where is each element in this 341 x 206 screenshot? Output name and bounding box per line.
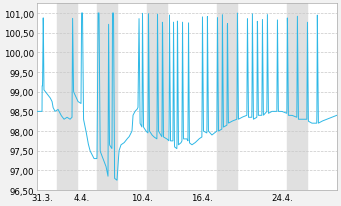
Bar <box>147 4 167 190</box>
Bar <box>217 4 237 190</box>
Bar <box>57 4 77 190</box>
Bar <box>97 4 117 190</box>
Bar <box>287 4 307 190</box>
